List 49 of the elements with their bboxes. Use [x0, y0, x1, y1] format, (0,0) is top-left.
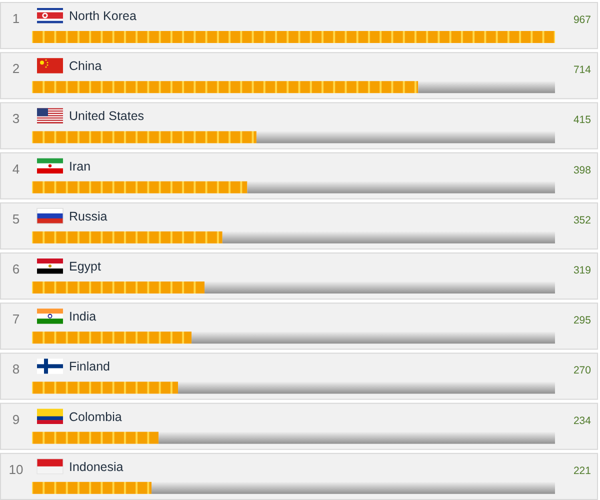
data-label: 270 [573, 364, 592, 377]
bar [32, 282, 205, 294]
text: 8 [12, 362, 20, 377]
data-label: 352 [573, 214, 592, 226]
bar [32, 482, 152, 494]
text: 1 [12, 11, 20, 26]
y-tick-label: Russia [69, 209, 108, 224]
data-label: 295 [573, 314, 592, 327]
text: 10 [8, 462, 24, 477]
text: 4 [12, 161, 20, 176]
data-label: 714 [573, 64, 592, 76]
text: 6 [12, 262, 20, 276]
bar [32, 382, 178, 394]
bar [32, 432, 159, 444]
bar [418, 81, 555, 94]
y-tick-label: Iran [69, 159, 91, 174]
bar [256, 131, 555, 144]
bar [192, 332, 555, 344]
bar [32, 131, 256, 144]
bar [158, 432, 555, 444]
bar [32, 181, 248, 194]
y-tick-label: Finland [69, 360, 110, 374]
y-tick-label: North Korea [69, 9, 136, 23]
y-tick-label: China [69, 59, 102, 74]
data-label: 234 [573, 414, 592, 427]
y-tick-label: United States [69, 109, 144, 124]
y-tick-label: Egypt [69, 260, 102, 274]
bar [32, 31, 555, 43]
data-label: 398 [573, 164, 592, 176]
bar [152, 482, 555, 494]
text: 9 [12, 412, 20, 427]
data-label: 967 [573, 14, 592, 26]
data-label: 319 [573, 264, 592, 276]
bar [32, 332, 192, 344]
y-tick-label: Indonesia [69, 460, 124, 474]
y-tick-label: India [69, 310, 96, 324]
bar [178, 382, 555, 394]
text: 3 [12, 111, 20, 126]
bar [32, 81, 418, 94]
text: 5 [12, 211, 20, 226]
y-tick-label: Colombia [69, 410, 122, 424]
bar [204, 282, 555, 294]
bar [222, 231, 555, 244]
data-label: 415 [573, 114, 592, 126]
text: 7 [12, 312, 20, 327]
bar [247, 181, 555, 194]
text: 2 [12, 61, 20, 76]
data-label: 221 [573, 464, 592, 477]
bar [32, 231, 222, 244]
